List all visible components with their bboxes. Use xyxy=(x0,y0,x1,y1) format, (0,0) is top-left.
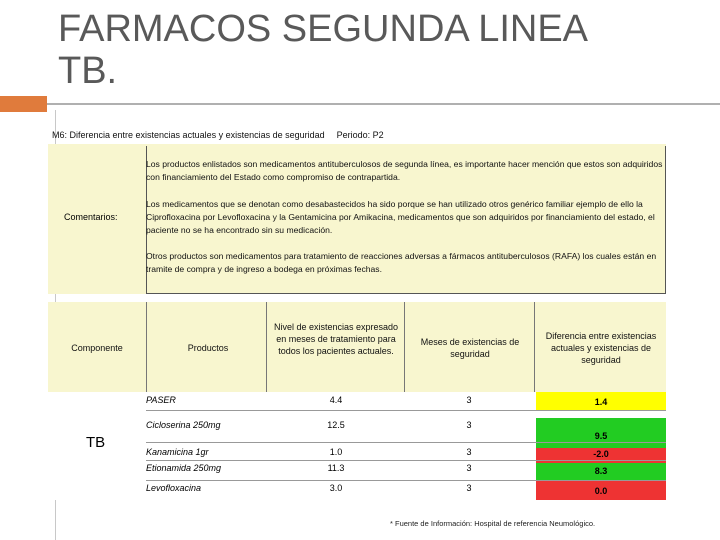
header-productos: Productos xyxy=(187,343,229,353)
header-diferencia: Diferencia entre existencias actuales y … xyxy=(545,331,657,365)
comments-panel xyxy=(48,144,666,294)
comment-paragraph-1: Los productos enlistados son medicamento… xyxy=(146,159,663,182)
indicator-label: M6: Diferencia entre existencias actuale… xyxy=(52,130,325,140)
comment-paragraph-3: Otros productos son medicamentos para tr… xyxy=(146,251,657,274)
row-product: Levofloxacina xyxy=(146,483,202,493)
row-divider xyxy=(146,460,666,461)
title-underline xyxy=(47,103,720,105)
title-accent-block xyxy=(0,96,47,112)
comments-label: Comentarios: xyxy=(64,212,118,222)
row-divider xyxy=(146,410,666,411)
row-product: PASER xyxy=(146,395,176,405)
header-divider xyxy=(146,302,147,392)
header-componente: Componente xyxy=(71,343,123,353)
row-meses: 3 xyxy=(466,463,472,473)
row-meses: 3 xyxy=(466,395,472,405)
row-product: Cicloserina 250mg xyxy=(146,420,221,430)
indicator-header: M6: Diferencia entre existencias actuale… xyxy=(52,130,384,140)
component-cell xyxy=(48,392,146,500)
row-nivel: 3.0 xyxy=(329,483,343,493)
header-divider xyxy=(534,302,535,392)
diff-cell-bg xyxy=(536,392,666,410)
diff-cell-bg xyxy=(536,463,666,480)
comments-text-frame xyxy=(146,146,666,294)
row-meses: 3 xyxy=(466,483,472,493)
source-footnote: * Fuente de Información: Hospital de ref… xyxy=(390,519,596,528)
header-divider xyxy=(404,302,405,392)
row-diferencia: -2.0 xyxy=(593,449,609,459)
row-divider xyxy=(146,480,666,481)
row-divider xyxy=(146,442,666,443)
row-product: Etionamida 250mg xyxy=(146,463,222,473)
row-nivel: 12.5 xyxy=(327,420,345,430)
row-diferencia: 0.0 xyxy=(594,486,608,496)
row-nivel: 4.4 xyxy=(329,395,343,405)
row-meses: 3 xyxy=(466,420,472,430)
component-label: TB xyxy=(86,434,106,451)
header-meses: Meses de existencias de seguridad xyxy=(420,337,520,359)
row-nivel: 11.3 xyxy=(327,463,345,473)
diff-cell-bg xyxy=(536,480,666,500)
period-label: Periodo: P2 xyxy=(336,130,384,140)
comment-paragraph-2: Los medicamentos que se denotan como des… xyxy=(146,199,655,235)
row-product: Kanamicina 1gr xyxy=(146,447,209,457)
row-nivel: 1.0 xyxy=(329,447,343,457)
slide-title: FARMACOS SEGUNDA LINEA TB. xyxy=(58,8,589,92)
row-diferencia: 1.4 xyxy=(594,397,608,407)
header-divider xyxy=(266,302,267,392)
row-meses: 3 xyxy=(466,447,472,457)
diff-cell-bg xyxy=(536,448,666,463)
row-diferencia: 9.5 xyxy=(594,431,608,441)
diff-cell-bg xyxy=(536,418,666,448)
row-diferencia: 8.3 xyxy=(594,466,608,476)
header-nivel: Nivel de existencias expresado en meses … xyxy=(273,322,399,356)
table-header-row xyxy=(48,302,666,392)
